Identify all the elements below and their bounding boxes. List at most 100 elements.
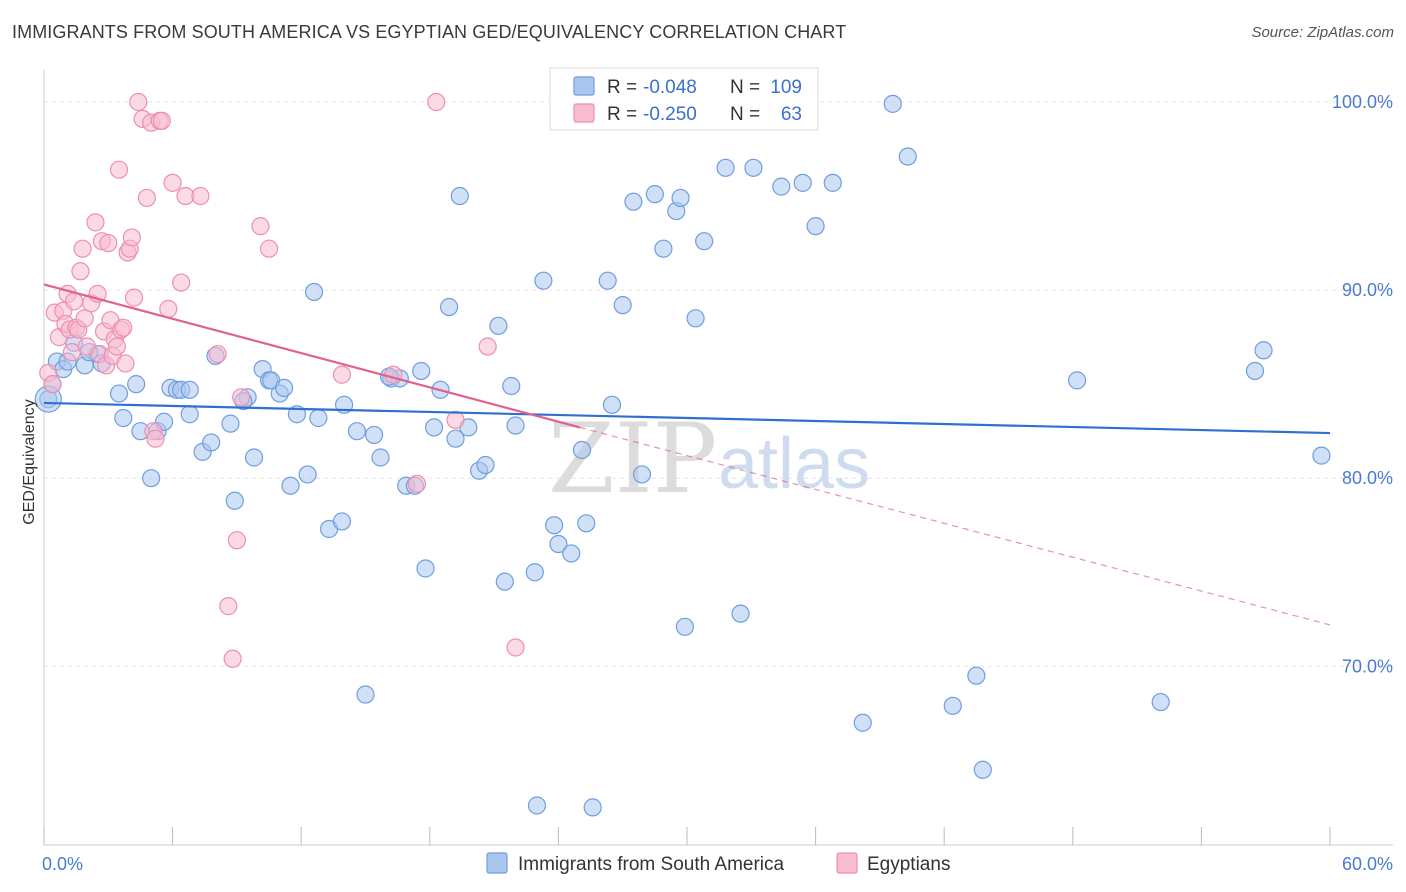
point-south-america — [127, 375, 146, 394]
point-south-america — [853, 713, 872, 732]
point-south-america — [793, 173, 812, 192]
point-south-america — [309, 408, 328, 428]
point-south-america — [898, 147, 917, 166]
point-south-america — [654, 239, 673, 258]
point-south-america — [731, 604, 750, 623]
point-south-america — [527, 796, 547, 815]
point-egyptians — [219, 597, 238, 616]
legend-swatch-egyptians — [836, 852, 858, 874]
point-south-america — [572, 440, 592, 460]
y-axis-label: GED/Equivalency — [21, 399, 38, 524]
point-south-america — [1312, 446, 1331, 465]
legend-swatch-pink — [573, 103, 595, 123]
point-south-america — [506, 416, 525, 435]
point-south-america — [495, 572, 514, 591]
legend-n-value-1: 109 — [770, 77, 802, 98]
point-egyptians — [124, 288, 144, 307]
point-south-america — [225, 491, 244, 510]
point-egyptians — [446, 410, 465, 429]
point-egyptians — [99, 233, 118, 253]
point-egyptians — [116, 354, 135, 373]
point-south-america — [624, 192, 643, 211]
point-egyptians — [259, 239, 279, 258]
legend-r-label-2: R = — [607, 104, 637, 125]
point-south-america — [446, 429, 465, 448]
point-south-america — [675, 617, 694, 636]
point-egyptians — [506, 638, 525, 657]
y-tick-label: 90.0% — [1342, 280, 1393, 300]
legend-r-value-1: -0.048 — [643, 77, 697, 98]
point-egyptians — [152, 111, 171, 130]
point-south-america — [412, 361, 431, 381]
point-egyptians — [172, 273, 191, 292]
point-south-america — [967, 666, 986, 685]
point-egyptians — [223, 649, 242, 668]
legend-n-label-1: N = — [730, 77, 760, 98]
point-south-america — [716, 158, 735, 177]
point-south-america — [332, 512, 352, 531]
point-south-america — [202, 433, 221, 452]
point-south-america — [1067, 371, 1087, 390]
trend-line-south-america — [43, 401, 1331, 435]
point-egyptians — [71, 262, 90, 281]
point-south-america — [439, 297, 459, 317]
point-south-america — [806, 217, 825, 236]
point-south-america — [356, 685, 375, 704]
point-south-america — [695, 232, 714, 251]
legend-swatch-south-america — [486, 852, 508, 874]
point-south-america — [180, 380, 199, 399]
point-south-america — [364, 425, 384, 445]
point-south-america — [823, 173, 842, 192]
point-egyptians — [137, 188, 156, 208]
point-egyptians — [159, 299, 178, 318]
point-egyptians — [251, 217, 270, 236]
point-egyptians — [64, 292, 84, 311]
watermark: ZIP atlas — [548, 403, 870, 515]
legend-r-value-2: -0.250 — [643, 104, 697, 125]
point-egyptians — [163, 173, 182, 192]
point-south-america — [632, 465, 652, 484]
legend-box — [549, 67, 819, 131]
axes — [43, 70, 1393, 846]
point-south-america — [109, 384, 129, 403]
point-egyptians — [478, 337, 497, 356]
point-south-america — [502, 376, 521, 396]
point-egyptians — [43, 375, 62, 394]
point-south-america — [613, 296, 632, 315]
point-egyptians — [384, 365, 403, 384]
watermark-atlas: atlas — [718, 424, 870, 504]
point-south-america — [562, 544, 581, 563]
point-south-america — [416, 559, 435, 578]
legend-r-label-1: R = — [607, 77, 637, 98]
y-tick-label: 100.0% — [1332, 92, 1393, 112]
legend-label-south-america: Immigrants from South America — [518, 854, 785, 875]
point-south-america — [686, 309, 705, 328]
legend-swatch-blue — [573, 76, 595, 96]
point-south-america — [371, 448, 390, 467]
point-south-america — [744, 158, 763, 177]
point-south-america — [1245, 361, 1265, 381]
point-egyptians — [427, 92, 446, 112]
point-south-america — [943, 696, 962, 715]
point-south-america — [1254, 341, 1273, 360]
point-egyptians — [109, 160, 129, 179]
point-egyptians — [86, 213, 105, 232]
trend-line-egyptians-extrapolated — [579, 426, 1331, 626]
point-south-america — [671, 188, 690, 208]
point-egyptians — [208, 344, 227, 364]
point-south-america — [883, 94, 902, 113]
point-south-america — [274, 378, 294, 398]
legend-n-label-2: N = — [730, 104, 760, 125]
point-egyptians — [232, 388, 251, 407]
correlation-legend: R = -0.048 N = 109 R = -0.250 N = 63 — [549, 67, 819, 131]
point-south-america — [1151, 692, 1170, 712]
trend-line-egyptians — [43, 283, 581, 429]
point-south-america — [450, 186, 469, 206]
x-tick-label-max: 60.0% — [1342, 854, 1393, 874]
point-egyptians — [73, 239, 92, 258]
point-south-america — [298, 465, 317, 484]
point-egyptians — [332, 365, 352, 384]
series-legend: Immigrants from South America Egyptians — [486, 852, 950, 875]
point-south-america — [602, 395, 622, 414]
